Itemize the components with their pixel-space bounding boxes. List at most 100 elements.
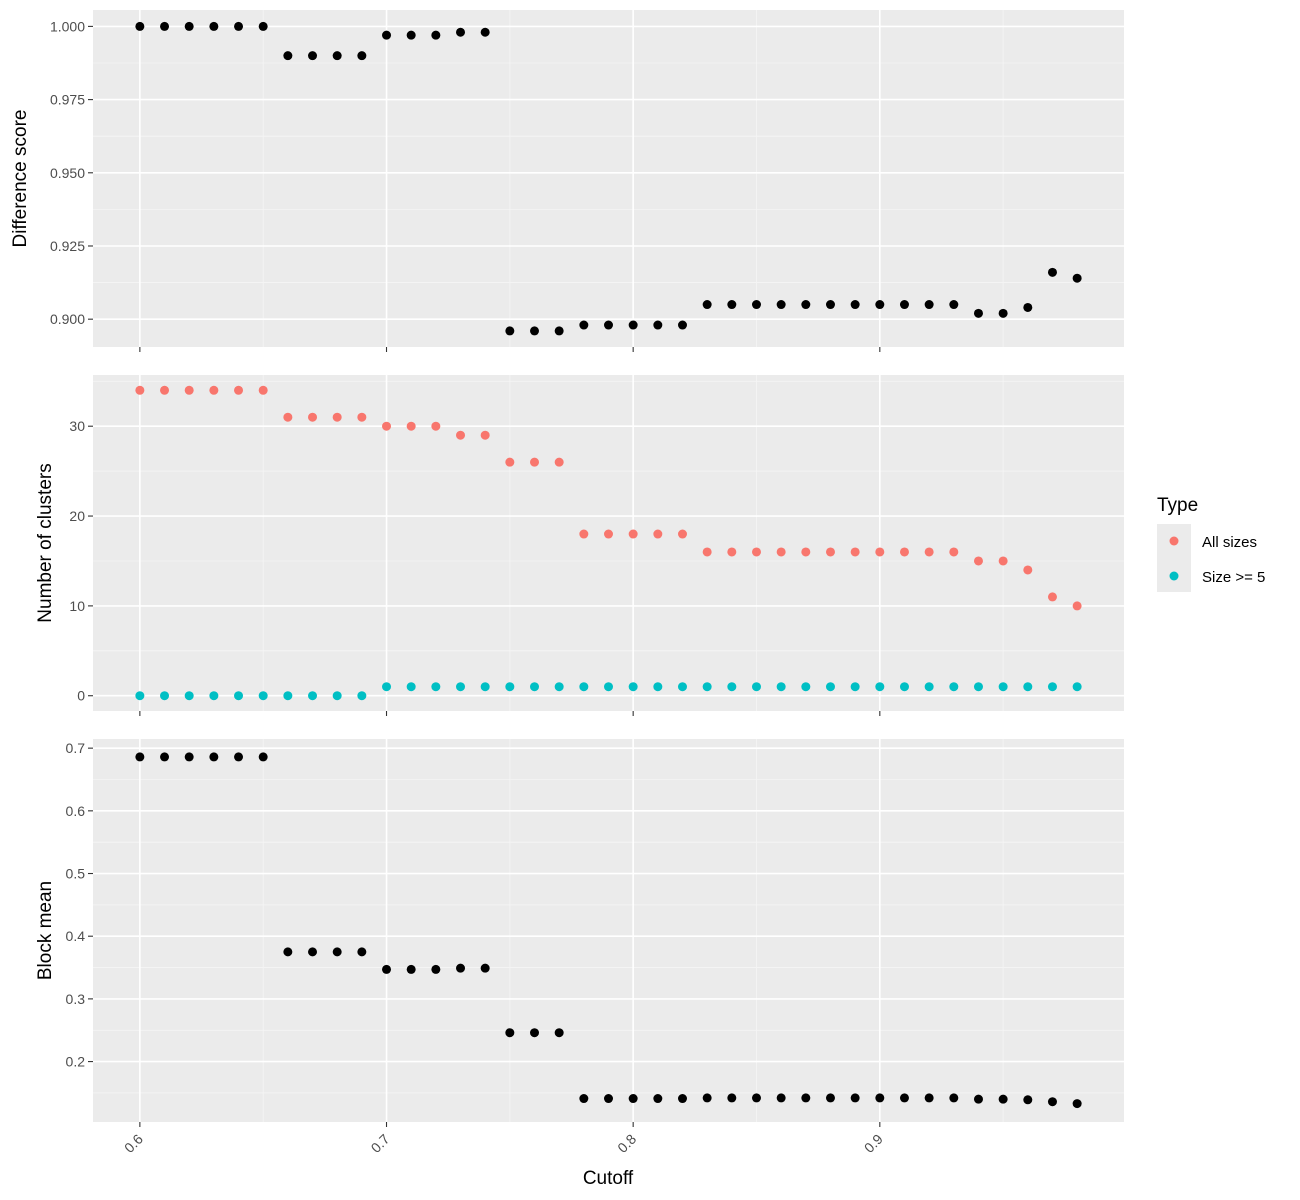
legend-label-all-sizes: All sizes <box>1202 534 1257 551</box>
data-point <box>382 421 392 431</box>
data-point <box>825 300 835 310</box>
data-point <box>308 51 318 61</box>
data-point <box>776 1093 786 1103</box>
data-point <box>505 457 515 467</box>
data-point <box>604 529 613 539</box>
data-point <box>801 300 811 310</box>
data-point <box>776 547 786 557</box>
data-point <box>1072 682 1082 692</box>
data-point <box>998 556 1008 566</box>
x-axis-title: Cutoff <box>583 1168 634 1189</box>
y-tick-label: 0.975 <box>50 92 85 108</box>
data-point <box>604 1094 613 1104</box>
data-point <box>1023 1095 1033 1105</box>
data-point <box>949 1093 959 1103</box>
data-point <box>1023 565 1033 575</box>
data-point <box>899 1093 909 1103</box>
data-point <box>406 421 416 431</box>
data-point <box>209 385 219 395</box>
data-point <box>135 21 145 31</box>
data-point <box>579 1094 589 1104</box>
panel-background <box>93 375 1124 711</box>
data-point <box>258 691 268 701</box>
data-point <box>653 320 663 330</box>
y-tick-label: 0.950 <box>50 165 85 181</box>
data-point <box>382 30 392 40</box>
data-point <box>924 682 934 692</box>
data-point <box>1047 682 1057 692</box>
series-block-mean <box>135 752 1082 1109</box>
data-point <box>480 963 490 973</box>
data-point <box>751 547 761 557</box>
data-point <box>332 412 342 422</box>
data-point <box>998 1094 1008 1104</box>
panel-number-of-clusters: 30 20 10 0 Number of clusters <box>35 375 1124 716</box>
data-point <box>382 964 392 974</box>
data-point <box>160 385 170 395</box>
data-point <box>431 421 441 431</box>
data-point <box>209 752 219 762</box>
data-point <box>899 547 909 557</box>
series-difference-score <box>135 21 1082 336</box>
data-point <box>924 300 934 310</box>
data-point <box>677 682 687 692</box>
data-point <box>875 682 885 692</box>
data-point <box>160 752 170 762</box>
data-point <box>949 300 959 310</box>
data-point <box>604 682 613 692</box>
series-all-sizes <box>135 385 1082 611</box>
data-point <box>554 326 564 336</box>
data-point <box>579 529 589 539</box>
data-point <box>825 547 835 557</box>
y-tick-label: 0.5 <box>66 866 86 882</box>
data-point <box>456 430 466 440</box>
data-point <box>850 300 860 310</box>
data-point <box>727 547 737 557</box>
data-point <box>1047 1097 1057 1107</box>
data-point <box>924 1093 934 1103</box>
data-point <box>801 547 811 557</box>
data-point <box>1072 273 1082 283</box>
data-point <box>456 27 466 37</box>
y-tick-label: 0.2 <box>66 1054 86 1070</box>
data-point <box>628 682 638 692</box>
data-point <box>135 752 145 762</box>
data-point <box>702 547 712 557</box>
data-point <box>234 752 244 762</box>
data-point <box>234 21 244 31</box>
data-point <box>505 326 515 336</box>
data-point <box>160 691 170 701</box>
panels-layer: 1.000 0.975 0.950 0.925 0.900 Difference scor… <box>10 10 1124 1156</box>
data-point <box>677 529 687 539</box>
data-point <box>998 308 1008 318</box>
legend-key-all-sizes: All sizes <box>1157 524 1257 558</box>
data-point <box>924 547 934 557</box>
data-point <box>209 691 219 701</box>
data-point <box>973 556 983 566</box>
data-point <box>776 682 786 692</box>
data-point <box>406 30 416 40</box>
data-point <box>702 300 712 310</box>
data-point <box>184 691 194 701</box>
data-point <box>949 682 959 692</box>
data-point <box>801 1093 811 1103</box>
data-point <box>135 691 145 701</box>
data-point <box>579 682 589 692</box>
data-point <box>184 752 194 762</box>
y-tick-label: 10 <box>69 598 85 614</box>
data-point <box>308 412 318 422</box>
data-point <box>283 412 293 422</box>
data-point <box>653 682 663 692</box>
data-point <box>628 529 638 539</box>
data-point <box>973 308 983 318</box>
data-point <box>825 682 835 692</box>
legend-key-size-5-swatch <box>1169 571 1179 581</box>
data-point <box>850 682 860 692</box>
data-point <box>258 385 268 395</box>
data-point <box>628 1094 638 1104</box>
data-point <box>456 682 466 692</box>
data-point <box>875 300 885 310</box>
panel-background <box>93 739 1124 1122</box>
data-point <box>530 457 540 467</box>
